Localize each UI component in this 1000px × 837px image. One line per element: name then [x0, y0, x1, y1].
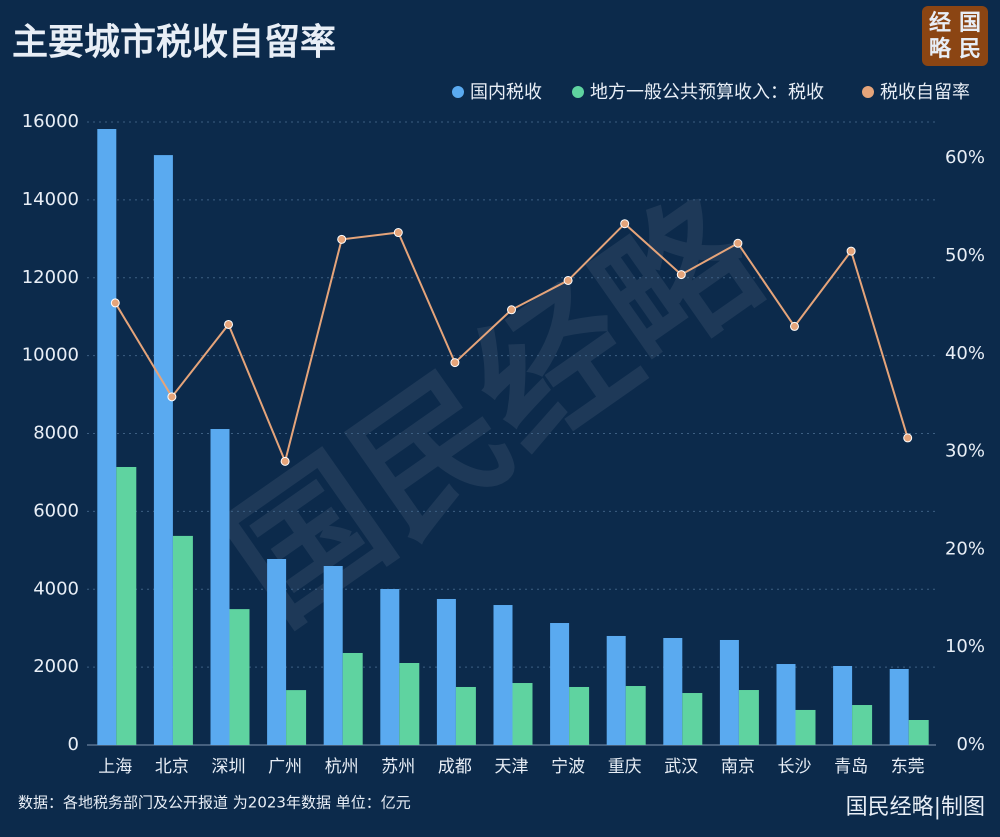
bar: [606, 635, 626, 745]
y2-tick-label: 0%: [956, 734, 985, 755]
bar: [625, 686, 646, 745]
y-tick-label: 8000: [33, 423, 79, 444]
bar: [436, 598, 456, 745]
x-tick-label: 南京: [721, 757, 755, 777]
y-tick-label: 6000: [33, 500, 79, 521]
logo-char: 经: [929, 10, 951, 36]
chart-title: 主要城市税收自留率: [12, 22, 336, 63]
x-tick-label: 杭州: [325, 757, 359, 777]
line-point: [450, 358, 460, 368]
bar: [116, 466, 137, 745]
bar: [550, 623, 570, 745]
x-tick-label: 北京: [155, 757, 189, 777]
x-tick-label: 重庆: [608, 757, 642, 777]
y-tick-label: 0: [68, 734, 79, 755]
legend-label: 税收自留率: [880, 82, 970, 103]
bar: [380, 589, 400, 745]
logo-char: 民: [959, 37, 981, 62]
x-tick-label: 宁波: [551, 757, 585, 777]
line-point: [393, 228, 403, 238]
line-point: [167, 392, 177, 402]
bar: [852, 705, 873, 745]
x-tick-label: 青岛: [834, 757, 868, 777]
bar: [569, 686, 590, 745]
legend: 国内税收 地方一般公共预算收入：税收 税收自留率: [452, 82, 970, 103]
bar: [455, 686, 476, 745]
x-tick-label: 广州: [268, 757, 302, 777]
bar: [663, 637, 683, 745]
x-tick-label: 天津: [495, 757, 529, 777]
bar: [738, 690, 759, 745]
y-tick-label: 16000: [22, 111, 79, 132]
bar: [682, 693, 703, 745]
bar: [776, 664, 796, 745]
x-tick-label: 武汉: [664, 757, 698, 777]
y2-tick-label: 60%: [945, 147, 985, 168]
bar: [153, 155, 173, 746]
logo-char: 国: [959, 11, 981, 36]
line-point: [563, 275, 573, 285]
line-point: [507, 305, 516, 315]
y2-tick-label: 40%: [945, 343, 985, 364]
y-tick-label: 14000: [22, 189, 79, 210]
y-tick-label: 2000: [33, 656, 79, 677]
bar: [286, 690, 307, 745]
line-point: [846, 246, 856, 256]
bar: [97, 129, 117, 746]
line-point: [224, 319, 233, 329]
logo-char: 略: [929, 36, 952, 62]
legend-label: 国内税收: [470, 82, 542, 103]
bar: [512, 683, 533, 745]
bar: [889, 668, 909, 745]
bar: [229, 609, 250, 745]
bar: [908, 720, 929, 745]
y2-tick-label: 50%: [945, 245, 985, 266]
bar: [493, 605, 513, 745]
logo: 经国略民: [929, 10, 981, 62]
x-tick-label: 东莞: [891, 757, 925, 777]
y-tick-label: 4000: [33, 578, 79, 599]
legend-swatch: [572, 86, 584, 98]
legend-label: 地方一般公共预算收入：税收: [590, 82, 824, 103]
line-point: [676, 270, 686, 280]
bar: [323, 566, 343, 745]
line-point: [110, 298, 120, 308]
line-point: [337, 234, 347, 244]
x-tick-label: 上海: [98, 757, 132, 777]
y-tick-label: 12000: [22, 267, 79, 288]
x-tick-label: 苏州: [381, 757, 415, 777]
line-point: [903, 433, 913, 443]
source-note: 数据：各地税务部门及公开报道 为2023年数据 单位：亿元: [18, 794, 411, 812]
bar: [399, 662, 420, 745]
line-point: [280, 456, 290, 466]
bar: [833, 665, 853, 745]
bar: [342, 652, 363, 745]
x-tick-label: 成都: [438, 757, 472, 777]
bar: [267, 558, 287, 745]
bar: [172, 535, 193, 745]
credit: 国民经略|制图: [846, 795, 985, 820]
x-tick-label: 深圳: [212, 757, 246, 777]
y2-tick-label: 10%: [945, 636, 985, 657]
logo-box: [922, 6, 988, 66]
line-point: [733, 238, 743, 248]
y2-tick-label: 20%: [945, 538, 985, 559]
y2-tick-label: 30%: [945, 441, 985, 462]
bar: [719, 639, 739, 745]
bar: [210, 429, 230, 745]
x-tick-label: 长沙: [778, 757, 812, 777]
y-tick-label: 10000: [22, 345, 79, 366]
legend-swatch: [452, 86, 464, 98]
bar: [795, 709, 816, 745]
line-point: [790, 321, 799, 331]
legend-swatch: [862, 86, 874, 98]
line-point: [620, 219, 630, 229]
